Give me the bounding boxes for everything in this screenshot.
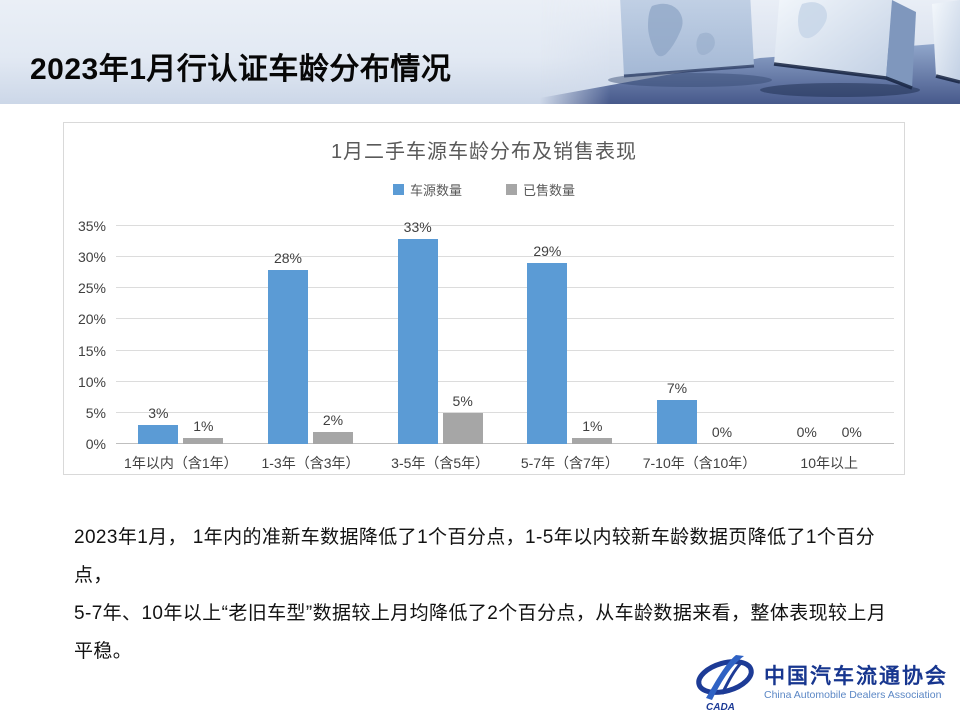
legend-item: 已售数量 — [506, 180, 575, 199]
category-group: 0% 0% — [764, 226, 894, 444]
plot-area: 0% 5% 10% 15% 20% 25% 30% 35% 3% 1% 28% 2% 33% 5% 29%… — [78, 218, 894, 452]
gridline — [116, 287, 894, 289]
cubes-globe-graphic — [540, 0, 960, 104]
bar-value-label: 0% — [841, 424, 862, 440]
bar-value-label: 1% — [582, 417, 603, 434]
y-tick-label: 15% — [77, 342, 106, 359]
bar — [572, 437, 613, 444]
legend-swatch — [392, 183, 404, 195]
y-tick-label: 5% — [85, 404, 106, 421]
legend-item: 车源数量 — [392, 180, 462, 199]
bar — [183, 437, 224, 444]
bar-value-label: 5% — [452, 392, 473, 409]
bar-value-label: 1% — [193, 417, 214, 434]
commentary-paragraph: 2023年1月， 1年内的准新车数据降低了1个百分点，1-5年以内较新车龄数据页… — [74, 519, 910, 671]
bar-value-label: 0% — [711, 424, 733, 440]
bar-column: 0% — [787, 424, 827, 444]
bar-value-label: 29% — [533, 243, 562, 260]
cada-acronym: CADA — [706, 702, 735, 712]
category-group: 33% 5% — [375, 219, 505, 444]
bar-column: 29% — [527, 243, 568, 444]
bar-column: 0% — [702, 424, 742, 444]
gridline — [116, 318, 894, 320]
logo-english-name: China Automobile Dealers Association — [764, 688, 942, 701]
bar-column: 1% — [183, 417, 224, 444]
logo-chinese-name: 中国汽车流通协会 — [764, 664, 948, 688]
bar-pair: 29% 1% — [527, 243, 613, 444]
bar — [268, 269, 308, 444]
commentary-line: 2023年1月， 1年内的准新车数据降低了1个百分点，1-5年以内较新车龄数据页… — [74, 527, 876, 586]
legend-label: 已售数量 — [523, 182, 576, 198]
bar-value-label: 33% — [403, 218, 432, 235]
slide-title: 2023年1月行认证车龄分布情况 — [30, 53, 452, 86]
bar-pair: 7% 0% — [657, 380, 742, 444]
y-tick-label: 35% — [77, 218, 106, 234]
gridline — [116, 380, 894, 382]
bar-column: 0% — [832, 424, 872, 444]
gridline — [116, 443, 894, 444]
y-tick-label: 30% — [77, 249, 106, 266]
x-category-label: 3-5年（含5年） — [391, 455, 490, 471]
bar-value-label: 0% — [796, 424, 817, 440]
x-category-label: 10年以上 — [800, 455, 858, 471]
chart-card: 1月二手车源车龄分布及销售表现 车源数量 已售数量 0% 5% 10% 15% 20% 25… — [63, 122, 905, 475]
category-group: 29% 1% — [505, 226, 635, 444]
gridline — [116, 349, 894, 351]
x-category-label: 1-3年（含3年） — [261, 455, 360, 471]
bar-value-label: 2% — [322, 411, 344, 428]
gridline — [116, 256, 894, 258]
x-axis: 1年以内（含1年） 1-3年（含3年） 3-5年（含5年） 5-7年（含7年） 7-10… — [116, 453, 894, 473]
legend-label: 车源数量 — [409, 182, 462, 198]
bar-column: 3% — [138, 405, 179, 444]
chart-legend: 车源数量 已售数量 — [64, 180, 904, 198]
chart-title: 1月二手车源车龄分布及销售表现 — [330, 141, 638, 163]
category-group: 7% 0% — [635, 226, 765, 444]
bar-pair: 0% 0% — [787, 424, 872, 444]
bar-value-label: 3% — [148, 405, 169, 422]
bar — [657, 400, 698, 444]
bar-value-label: 28% — [273, 249, 303, 266]
y-tick-label: 10% — [77, 373, 106, 390]
x-category-label: 7-10年（含10年） — [642, 455, 757, 471]
x-category-label: 5-7年（含7年） — [520, 455, 619, 471]
bar-column: 7% — [657, 380, 698, 444]
bar — [313, 431, 353, 444]
bar-column: 28% — [268, 250, 308, 444]
cada-emblem-icon: CADA — [696, 655, 754, 712]
y-tick-label: 25% — [77, 280, 106, 297]
bar-groups: 3% 1% 28% 2% 33% 5% 29% 1% 7% 0% 0% 0% — [116, 219, 894, 444]
bar — [527, 263, 568, 444]
x-category-label: 1年以内（含1年） — [124, 455, 238, 471]
bar — [442, 412, 483, 444]
bar-column: 5% — [442, 392, 483, 444]
bar-column: 33% — [397, 218, 438, 444]
category-group: 3% 1% — [116, 226, 246, 444]
bar-column: 1% — [572, 417, 613, 444]
bar-column: 2% — [313, 411, 353, 444]
header-band: 2023年1月行认证车龄分布情况 — [0, 0, 960, 104]
bar-pair: 33% 5% — [397, 218, 483, 444]
bar — [397, 238, 438, 444]
gridline — [116, 411, 894, 413]
bar-value-label: 7% — [666, 380, 688, 397]
y-tick-label: 20% — [77, 311, 106, 328]
commentary-line: 平稳。 — [74, 641, 133, 662]
bar-pair: 3% 1% — [138, 405, 224, 444]
gridline — [116, 225, 894, 226]
commentary-line: 5-7年、10年以上“老旧车型”数据较上月均降低了2个百分点，从车龄数据来看，整… — [74, 603, 887, 624]
category-group: 28% 2% — [246, 226, 376, 444]
bar-pair: 28% 2% — [268, 250, 353, 444]
y-axis: 0% 5% 10% 15% 20% 25% 30% 35% — [64, 218, 108, 452]
legend-swatch — [506, 183, 517, 195]
cada-logo: CADA 中国汽车流通协会 China Automobile Dealers A… — [692, 654, 948, 712]
y-tick-label: 0% — [85, 436, 106, 452]
bar — [138, 425, 179, 444]
